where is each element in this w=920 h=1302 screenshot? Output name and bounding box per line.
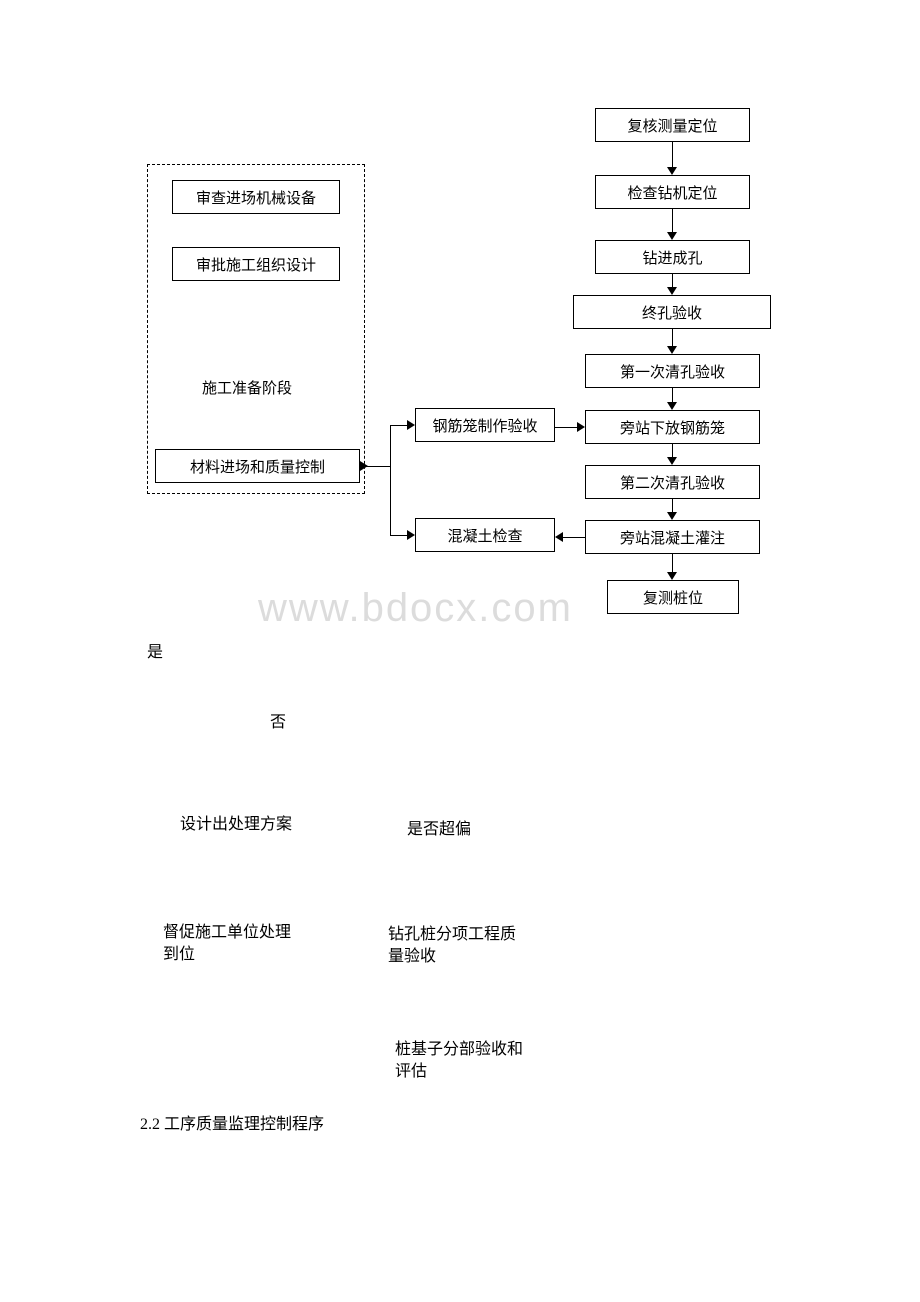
arrow-down-icon — [667, 232, 677, 240]
watermark-text: www.bdocx.com — [258, 586, 573, 631]
label-quality-accept-2: 量验收 — [388, 942, 436, 966]
node-material-control: 材料进场和质量控制 — [155, 449, 360, 483]
node-final-hole: 终孔验收 — [573, 295, 771, 329]
node-second-clean: 第二次清孔验收 — [585, 465, 760, 499]
label-design-plan: 设计出处理方案 — [180, 810, 292, 834]
arrow-down-icon — [667, 572, 677, 580]
label-quality-accept-1: 钻孔桩分项工程质 — [388, 920, 516, 944]
node-label: 旁站下放钢筋笼 — [620, 417, 725, 438]
node-label: 审批施工组织设计 — [196, 254, 316, 275]
arrow-down-icon — [667, 346, 677, 354]
arrow-down-icon — [667, 512, 677, 520]
arrow-down-icon — [667, 457, 677, 465]
node-label: 材料进场和质量控制 — [190, 456, 325, 477]
node-plan-approval: 审批施工组织设计 — [172, 247, 340, 281]
connector-line — [360, 466, 391, 467]
arrow-right-icon — [407, 420, 415, 430]
label-supervise-1: 督促施工单位处理 — [163, 918, 291, 942]
node-rebar-cage-drop: 旁站下放钢筋笼 — [585, 410, 760, 444]
node-first-clean: 第一次清孔验收 — [585, 354, 760, 388]
node-label: 旁站混凝土灌注 — [620, 527, 725, 548]
node-label: 混凝土检查 — [447, 525, 522, 546]
node-drilling: 钻进成孔 — [595, 240, 750, 274]
label-yes: 是 — [147, 638, 163, 662]
node-equipment-review: 审查进场机械设备 — [172, 180, 340, 214]
arrow-left-icon — [555, 532, 563, 542]
arrow-right-icon — [407, 530, 415, 540]
label-no: 否 — [270, 708, 286, 732]
node-label: 第二次清孔验收 — [620, 472, 725, 493]
arrow-right-icon — [577, 422, 585, 432]
node-rebar-cage-make: 钢筋笼制作验收 — [415, 408, 555, 442]
node-label: 终孔验收 — [642, 302, 702, 323]
connector-line — [563, 537, 585, 538]
node-concrete-pour: 旁站混凝土灌注 — [585, 520, 760, 554]
node-concrete-check: 混凝土检查 — [415, 518, 555, 552]
node-label: 第一次清孔验收 — [620, 361, 725, 382]
node-label: 钢筋笼制作验收 — [432, 415, 537, 436]
node-label: 复测桩位 — [643, 587, 703, 608]
node-recheck-pile: 复测桩位 — [607, 580, 739, 614]
node-label: 钻进成孔 — [642, 247, 702, 268]
label-prep-stage: 施工准备阶段 — [202, 377, 292, 398]
label-supervise-2: 到位 — [163, 940, 195, 964]
node-drill-position: 检查钻机定位 — [595, 175, 750, 209]
connector-line — [390, 425, 391, 536]
connector-line — [555, 427, 579, 428]
arrow-down-icon — [667, 167, 677, 175]
label-deviation: 是否超偏 — [407, 815, 471, 839]
node-label: 复核测量定位 — [627, 115, 717, 136]
node-survey-review: 复核测量定位 — [595, 108, 750, 142]
arrow-down-icon — [667, 287, 677, 295]
arrow-down-icon — [667, 402, 677, 410]
node-label: 审查进场机械设备 — [196, 187, 316, 208]
label-foundation-accept-2: 评估 — [395, 1057, 427, 1081]
node-label: 检查钻机定位 — [627, 182, 717, 203]
label-foundation-accept-1: 桩基子分部验收和 — [395, 1035, 523, 1059]
section-heading: 2.2 工序质量监理控制程序 — [140, 1110, 324, 1134]
